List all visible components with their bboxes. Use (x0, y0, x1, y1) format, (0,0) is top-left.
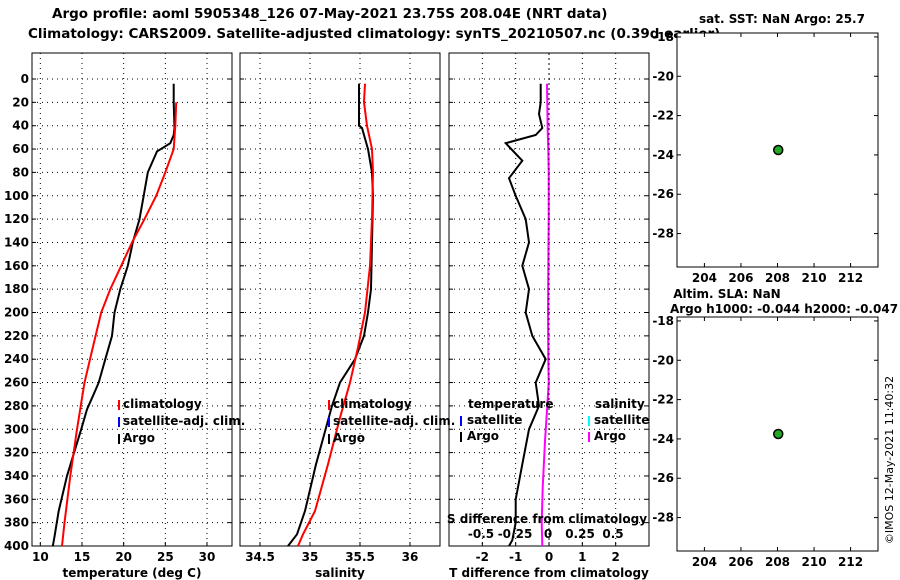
temp-x-tick-label: 10 (32, 550, 49, 564)
temp-x-axis-label: temperature (deg C) (63, 566, 202, 580)
depth-tick-label: 200 (4, 306, 29, 320)
sla-map-y-tick-label: -20 (652, 353, 674, 367)
sst-map-float-position-marker (772, 144, 784, 156)
sal-legend-item: satellite-adj. clim. (333, 414, 455, 428)
diff-series-t-argo (503, 83, 547, 547)
sst-map-x-tick-label: 210 (802, 271, 827, 285)
sla-map-y-tick-label: -18 (652, 314, 674, 328)
salinity-legend-title: salinity (595, 397, 645, 411)
figure-title-line1: Argo profile: aoml 5905348_126 07-May-20… (52, 6, 608, 22)
temperature-legend-item: satellite (467, 413, 522, 427)
sal-x-tick-label: 35.5 (345, 550, 375, 564)
diff-x-tick-label: 2 (611, 550, 619, 564)
depth-tick-label: 240 (4, 352, 29, 366)
salinity-difference-tick-label: 0.5 (602, 527, 623, 541)
imos-credit: ©IMOS 12-May-2021 11:40:32 (883, 376, 896, 544)
salinity-difference-tick-label: -0.5 (468, 527, 494, 541)
sla-map-x-tick-label: 204 (692, 555, 717, 569)
diff-x-tick-label: -2 (476, 550, 489, 564)
depth-tick-label: 400 (4, 539, 29, 553)
sal-x-tick-label: 36 (402, 550, 419, 564)
depth-tick-label: 280 (4, 399, 29, 413)
sla-map-title: Altim. SLA: NaN (673, 287, 780, 301)
temp-legend-item: satellite-adj. clim. (123, 414, 245, 428)
salinity-difference-tick-label: -0.25 (498, 527, 533, 541)
diff-series-s-argo (540, 83, 550, 547)
sst-map-x-tick-label: 206 (728, 271, 753, 285)
diff-x-axis-label: T difference from climatology (449, 566, 649, 580)
depth-tick-label: 80 (12, 165, 29, 179)
depth-tick-label: 140 (4, 235, 29, 249)
sal-series-climatology (297, 83, 375, 547)
sst-map-y-tick-label: -18 (652, 30, 674, 44)
sst-map-y-tick-label: -22 (652, 109, 674, 123)
diff-x-tick-label: -1 (509, 550, 522, 564)
salinity-legend-item: satellite (594, 413, 649, 427)
depth-tick-label: 220 (4, 329, 29, 343)
sal-x-tick-label: 34.5 (245, 550, 275, 564)
sal-legend-item: Argo (333, 431, 365, 445)
sst-map-y-tick-label: -28 (652, 227, 674, 241)
sst-map-x-tick-label: 204 (692, 271, 717, 285)
figure-title-line2: Climatology: CARS2009. Satellite-adjuste… (28, 26, 721, 42)
diff-x-tick-label: 0 (545, 550, 553, 564)
sla-map-x-tick-label: 210 (802, 555, 827, 569)
sal-x-tick-label: 35 (302, 550, 319, 564)
temperature-legend-item: Argo (467, 429, 499, 443)
temp-x-tick-label: 25 (157, 550, 174, 564)
depth-tick-label: 180 (4, 282, 29, 296)
sst-map-y-tick-label: -20 (652, 69, 674, 83)
temp-x-tick-label: 20 (115, 550, 132, 564)
depth-tick-label: 160 (4, 259, 29, 273)
temp-series-argo (51, 83, 176, 547)
salinity-legend-item: Argo (594, 429, 626, 443)
salinity-difference-tick-label: 0 (544, 527, 552, 541)
sla-map-float-position-marker (772, 428, 784, 440)
depth-tick-label: 40 (12, 119, 29, 133)
sla-map-y-tick-label: -24 (652, 432, 674, 446)
diff-x-tick-label: 1 (578, 550, 586, 564)
depth-tick-label: 340 (4, 469, 29, 483)
temp-series-climatology (61, 102, 178, 547)
sla-map-y-tick-label: -28 (652, 511, 674, 525)
depth-tick-label: 320 (4, 446, 29, 460)
sla-map-x-tick-label: 206 (728, 555, 753, 569)
sla-map-y-tick-label: -22 (652, 393, 674, 407)
sst-map-x-tick-label: 208 (765, 271, 790, 285)
temp-legend-item: Argo (123, 431, 155, 445)
depth-tick-label: 100 (4, 189, 29, 203)
sst-map-title: sat. SST: NaN Argo: 25.7 (699, 12, 865, 26)
sst-map-y-tick-label: -24 (652, 148, 674, 162)
sst-map-y-tick-label: -26 (652, 187, 674, 201)
salinity-difference-axis-label: S difference from climatology (447, 512, 647, 526)
sla-map-x-tick-label: 208 (765, 555, 790, 569)
temp-x-tick-label: 15 (74, 550, 91, 564)
sal-x-axis-label: salinity (315, 566, 365, 580)
sal-legend-item: climatology (333, 397, 412, 411)
depth-tick-label: 60 (12, 142, 29, 156)
sla-map-x-tick-label: 212 (838, 555, 863, 569)
depth-tick-label: 300 (4, 422, 29, 436)
depth-tick-label: 360 (4, 492, 29, 506)
temperature-legend-title: temperature (468, 397, 553, 411)
depth-tick-label: 0 (21, 72, 29, 86)
sla-map-subtitle: Argo h1000: -0.044 h2000: -0.047 (670, 302, 898, 316)
depth-tick-label: 120 (4, 212, 29, 226)
sst-map-x-tick-label: 212 (838, 271, 863, 285)
sal-series-argo (287, 83, 375, 547)
temp-legend-item: climatology (123, 397, 202, 411)
sla-map-y-tick-label: -26 (652, 471, 674, 485)
sal-axes-box (239, 52, 441, 547)
depth-tick-label: 20 (12, 95, 29, 109)
temp-x-tick-label: 30 (199, 550, 216, 564)
salinity-difference-tick-label: 0.25 (565, 527, 595, 541)
temp-axes-box (31, 52, 233, 547)
depth-tick-label: 380 (4, 516, 29, 530)
depth-tick-label: 260 (4, 376, 29, 390)
